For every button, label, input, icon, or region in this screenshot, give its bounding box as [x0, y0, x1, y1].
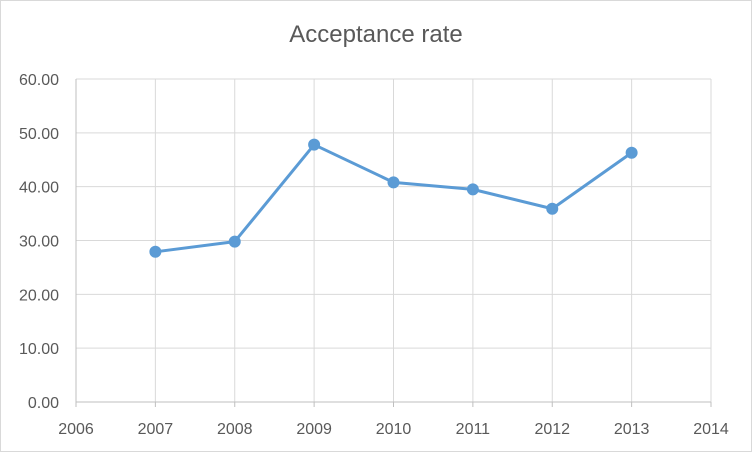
- data-point: [228, 235, 241, 248]
- x-tick-label: 2008: [217, 421, 253, 438]
- data-point: [546, 202, 559, 215]
- y-tick-label: 0.00: [28, 395, 59, 412]
- y-tick-label: 40.00: [19, 180, 59, 197]
- chart-title: Acceptance rate: [289, 21, 463, 48]
- y-tick-label: 30.00: [19, 234, 59, 251]
- data-point: [308, 138, 321, 151]
- x-tick-label: 2013: [614, 421, 650, 438]
- x-tick-label: 2006: [58, 421, 94, 438]
- y-tick-label: 60.00: [19, 72, 59, 89]
- x-tick-label: 2010: [376, 421, 412, 438]
- x-tick-label: 2014: [693, 421, 729, 438]
- data-point: [387, 176, 400, 189]
- x-tick-label: 2012: [534, 421, 570, 438]
- data-point: [625, 146, 638, 159]
- x-tick-label: 2007: [138, 421, 174, 438]
- y-tick-label: 10.00: [19, 341, 59, 358]
- x-tick-label: 2009: [296, 421, 332, 438]
- data-point: [149, 245, 162, 258]
- data-point: [466, 183, 479, 196]
- y-tick-label: 50.00: [19, 126, 59, 143]
- x-tick-label: 2011: [456, 421, 491, 438]
- y-tick-label: 20.00: [19, 287, 59, 304]
